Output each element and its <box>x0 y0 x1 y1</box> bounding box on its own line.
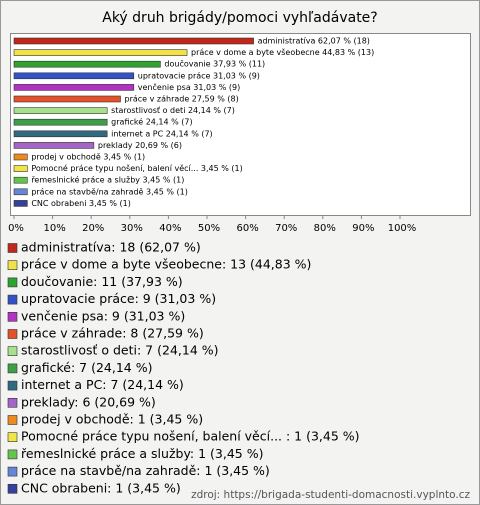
legend-label: internet a PC: 7 (24,14 %) <box>21 377 184 392</box>
x-tick-label: 80% <box>314 223 336 234</box>
legend-label: venčenie psa: 9 (31,03 %) <box>21 308 185 323</box>
legend-swatch <box>7 346 18 357</box>
value-label: administratíva 62,07 % (18) <box>258 37 370 46</box>
value-label: doučovanie 37,93 % (11) <box>164 59 265 69</box>
value-label: upratovacie práce 31,03 % (9) <box>138 71 260 80</box>
legend-swatch <box>7 397 18 408</box>
value-label: Pomocné práce typu nošení, balení věcí..… <box>31 163 242 173</box>
bar <box>13 60 161 68</box>
bar <box>13 153 28 161</box>
legend-label: preklady: 6 (20,69 %) <box>21 394 156 409</box>
legend-label: práce v dome a byte všeobecne: 13 (44,83… <box>21 257 311 272</box>
bar <box>13 95 121 103</box>
bar <box>13 188 28 196</box>
legend-label: řemeslnické práce a služby: 1 (3,45 %) <box>21 446 263 461</box>
x-tick-label: 100% <box>388 223 417 234</box>
legend-swatch <box>7 243 18 253</box>
bar <box>13 130 108 138</box>
legend-swatch <box>7 311 18 322</box>
legend-label: grafické: 7 (24,14 %) <box>21 360 152 375</box>
legend-label: prodej v obchodě: 1 (3,45 %) <box>21 412 203 427</box>
bar <box>13 165 28 172</box>
legend-swatch <box>7 260 18 271</box>
legend-swatch <box>7 363 18 374</box>
legend-swatch <box>7 449 18 460</box>
bar <box>13 49 188 56</box>
source: zdroj: https://brigada-studenti-domacnos… <box>191 489 470 501</box>
x-tick-label: 60% <box>236 223 258 234</box>
value-label: venčenie psa 31,03 % (9) <box>138 82 240 92</box>
legend-label: administratíva: 18 (62,07 %) <box>21 240 201 255</box>
x-tick-label: 30% <box>121 223 143 234</box>
value-label: práce v záhrade 27,59 % (8) <box>124 95 238 104</box>
x-tick-label: 90% <box>352 223 374 234</box>
bar <box>13 176 28 184</box>
legend-label: práce na stavbě/na zahradě: 1 (3,45 %) <box>21 463 270 478</box>
bar <box>13 72 135 80</box>
x-tick-label: 0% <box>8 223 24 234</box>
value-label: řemeslnické práce a služby 3,45 % (1) <box>31 175 184 185</box>
x-tick-label: 10% <box>43 223 65 234</box>
legend-label: práce v záhrade: 8 (27,59 %) <box>21 326 204 341</box>
value-label: práce na stavbě/na zahradě 3,45 % (1) <box>31 187 188 196</box>
legend-label: Pomocné práce typu nošení, balení věcí..… <box>21 429 360 444</box>
legend-swatch <box>7 294 18 305</box>
legend-swatch <box>7 277 18 288</box>
bar <box>13 84 135 91</box>
bar <box>13 200 28 207</box>
value-label: práce v dome a byte všeobecne 44,83 % (1… <box>191 47 374 57</box>
legend-swatch <box>7 415 18 425</box>
value-label: prodej v obchodě 3,45 % (1) <box>31 153 145 162</box>
legend-swatch <box>7 466 18 477</box>
value-label: internet a PC 24,14 % (7) <box>111 129 212 138</box>
x-tick-label: 50% <box>198 223 220 234</box>
bar <box>13 37 254 45</box>
bar <box>13 107 108 114</box>
bar <box>13 142 95 149</box>
value-label: preklady 20,69 % (6) <box>98 141 182 150</box>
value-label: grafické 24,14 % (7) <box>111 117 192 127</box>
legend-swatch <box>7 483 18 494</box>
chart-title: Aký druh brigády/pomoci vyhľadávate? <box>102 10 377 26</box>
x-tick-label: 40% <box>159 223 181 234</box>
x-tick-label: 20% <box>82 223 104 234</box>
legend-label: CNC obrabeni: 1 (3,45 %) <box>21 480 181 495</box>
value-label: CNC obrabeni 3,45 % (1) <box>31 199 131 208</box>
legend-swatch <box>7 329 18 339</box>
legend-label: starostlivosť o deti: 7 (24,14 %) <box>21 343 219 358</box>
x-tick-label: 70% <box>275 223 297 234</box>
legend-label: upratovacie práce: 9 (31,03 %) <box>21 291 216 306</box>
legend-swatch <box>7 432 18 443</box>
bar <box>13 118 108 126</box>
legend-swatch <box>7 380 18 391</box>
legend-label: doučovanie: 11 (37,93 %) <box>21 274 183 289</box>
value-label: starostlivosť o deti 24,14 % (7) <box>111 106 235 115</box>
